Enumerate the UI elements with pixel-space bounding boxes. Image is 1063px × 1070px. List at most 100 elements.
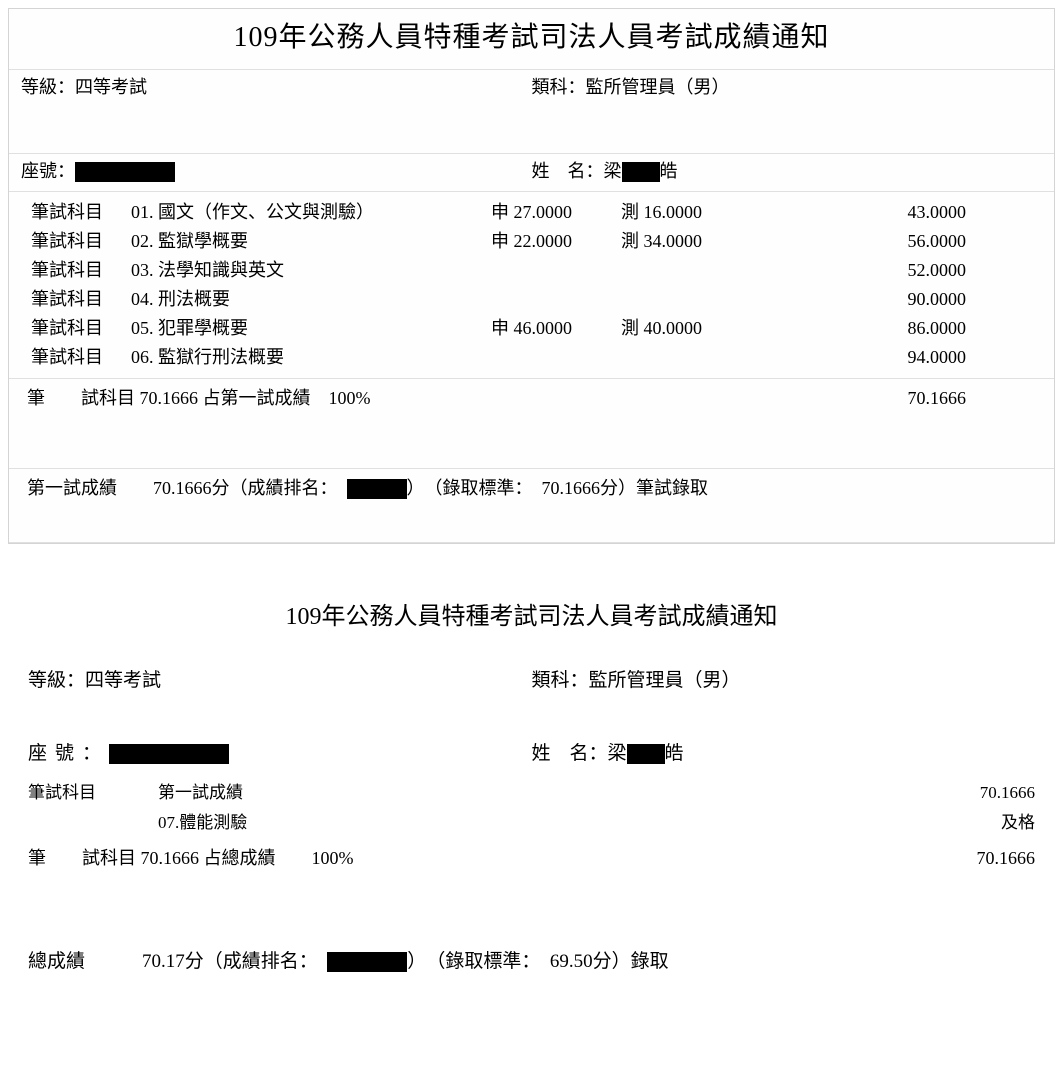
final-score: 70.17分 — [85, 948, 204, 977]
subject-label — [28, 810, 148, 836]
result-block: 第一試成績 70.1666分 （成績排名： ） （錄取標準： 70.1666分 … — [9, 469, 1054, 543]
subjects-block: 筆試科目01. 國文（作文、公文與測驗）申 27.0000測 16.000043… — [9, 192, 1054, 379]
result-score: 70.1666分 — [117, 475, 230, 502]
name-redacted-2 — [627, 744, 665, 764]
result-rank-open: （成績排名： — [230, 475, 347, 502]
grade-value-2: 四等考試 — [85, 670, 161, 691]
total-score-2: 70.1666 — [141, 848, 200, 868]
subject-ce: 測 16.0000 — [621, 199, 781, 226]
subject-row: 筆試科目第一試成績70.1666 — [28, 778, 1035, 808]
subject-row: 筆試科目06. 監獄行刑法概要 94.0000 — [31, 343, 1036, 372]
grade-value: 四等考試 — [75, 77, 147, 97]
total-row-2: 筆 試科目 70.1666 占總成績 100% 70.1666 — [20, 843, 1043, 874]
total-right-2: 70.1666 — [875, 845, 1035, 872]
summary-right: 70.1666 — [796, 385, 1036, 462]
notice2-header: 等級：四等考試 類科：監所管理員（男） — [20, 663, 1043, 700]
grade-label: 等級： — [21, 77, 75, 97]
subject-ce — [621, 286, 781, 313]
notice1-header: 等級：四等考試 類科：監所管理員（男） — [9, 70, 1054, 154]
final-rank-open: （成績排名： — [204, 948, 328, 977]
category-label-2: 類科： — [532, 670, 589, 691]
subject-name: 03. 法學知識與英文 — [131, 257, 491, 284]
subject-ce — [621, 344, 781, 371]
result-pass: 筆試錄取 — [636, 475, 708, 502]
seat-name-row-2: 座號： 姓 名：梁皓 — [20, 736, 1043, 777]
subject-row: 筆試科目01. 國文（作文、公文與測驗）申 27.0000測 16.000043… — [31, 198, 1036, 227]
total-label-2: 筆 試科目 — [28, 848, 141, 868]
summary-block: 筆 試科目 70.1666 占第一試成績 100% 70.1666 — [9, 379, 1054, 469]
subject-row: 筆試科目05. 犯罪學概要申 46.0000測 40.000086.0000 — [31, 314, 1036, 343]
result-std: 70.1666分 — [542, 475, 619, 502]
name-cell: 姓 名：梁 皓 — [532, 158, 1043, 185]
result-std-close: ） — [618, 475, 636, 502]
name-label: 姓 名： — [532, 158, 604, 185]
subject-value: 及格 — [915, 810, 1035, 836]
subject-total: 94.0000 — [781, 344, 1036, 371]
seat-label: 座號： — [21, 158, 75, 185]
exam-notice-1: 109年公務人員特種考試司法人員考試成績通知 等級：四等考試 類科：監所管理員（… — [8, 8, 1055, 544]
final-row: 總成績 70.17分 （成績排名： ） （錄取標準： 69.50分 ） 錄取 — [20, 944, 1043, 981]
category-cell: 類科：監所管理員（男） — [532, 74, 1043, 101]
subject-shen: 申 46.0000 — [491, 315, 621, 342]
subject-total: 56.0000 — [781, 228, 1036, 255]
final-pass: 錄取 — [631, 948, 669, 977]
total-pct-label-2: 占總成績 — [199, 848, 312, 868]
subject-label: 筆試科目 — [31, 344, 131, 371]
name-redacted — [622, 162, 660, 182]
name-suffix: 皓 — [660, 158, 678, 185]
summary-label: 筆 試科目 — [27, 388, 140, 408]
subject-shen — [491, 286, 621, 313]
subject-shen: 申 27.0000 — [491, 199, 621, 226]
subjects-block-2: 筆試科目第一試成績70.166607.體能測驗及格 — [20, 776, 1043, 839]
subject-name: 06. 監獄行刑法概要 — [131, 344, 491, 371]
final-label: 總成績 — [28, 948, 85, 977]
exam-notice-2: 109年公務人員特種考試司法人員考試成績通知 等級：四等考試 類科：監所管理員（… — [8, 589, 1055, 981]
subject-label: 筆試科目 — [31, 199, 131, 226]
category-value: 監所管理員（男） — [586, 77, 730, 97]
subject-name: 07.體能測驗 — [148, 810, 915, 836]
result-rank-close: ） — [407, 475, 425, 502]
subject-shen — [491, 257, 621, 284]
subject-total: 86.0000 — [781, 315, 1036, 342]
seat-redacted — [75, 162, 175, 182]
subject-ce: 測 34.0000 — [621, 228, 781, 255]
result-label: 第一試成績 — [27, 475, 117, 502]
result-rank-redacted — [347, 479, 407, 499]
subject-name: 02. 監獄學概要 — [131, 228, 491, 255]
subject-shen: 申 22.0000 — [491, 228, 621, 255]
name-suffix-2: 皓 — [665, 740, 684, 769]
seat-cell: 座號： — [21, 158, 532, 185]
subject-name: 04. 刑法概要 — [131, 286, 491, 313]
summary-score: 70.1666 — [140, 388, 199, 408]
final-std-close: ） — [612, 948, 631, 977]
seat-label-2: 座號： — [28, 740, 109, 769]
subject-label: 筆試科目 — [31, 286, 131, 313]
subject-row: 筆試科目04. 刑法概要 90.0000 — [31, 285, 1036, 314]
result-std-open: （錄取標準： — [425, 475, 542, 502]
subject-row: 07.體能測驗及格 — [28, 808, 1035, 838]
final-std-open: （錄取標準： — [426, 948, 550, 977]
total-pct-2: 100% — [312, 848, 354, 868]
notice1-title: 109年公務人員特種考試司法人員考試成績通知 — [9, 9, 1054, 70]
subject-ce — [621, 257, 781, 284]
name-prefix: 梁 — [604, 158, 622, 185]
final-rank-close: ） — [407, 948, 426, 977]
summary-pct-label: 占第一試成績 — [198, 388, 329, 408]
subject-name: 第一試成績 — [148, 780, 915, 806]
subject-name: 05. 犯罪學概要 — [131, 315, 491, 342]
grade-cell: 等級：四等考試 — [21, 74, 532, 101]
subject-total: 43.0000 — [781, 199, 1036, 226]
subject-value: 70.1666 — [915, 780, 1035, 806]
grade-label-2: 等級： — [28, 670, 85, 691]
summary-pct: 100% — [329, 388, 371, 408]
subject-total: 90.0000 — [781, 286, 1036, 313]
subject-label: 筆試科目 — [31, 228, 131, 255]
name-label-2: 姓 名： — [532, 740, 608, 769]
subject-row: 筆試科目02. 監獄學概要申 22.0000測 34.000056.0000 — [31, 227, 1036, 256]
subject-shen — [491, 344, 621, 371]
category-value-2: 監所管理員（男） — [589, 670, 741, 691]
category-label: 類科： — [532, 77, 586, 97]
seat-name-row: 座號： 姓 名：梁 皓 — [9, 154, 1054, 192]
subject-ce: 測 40.0000 — [621, 315, 781, 342]
final-std: 69.50分 — [550, 948, 612, 977]
